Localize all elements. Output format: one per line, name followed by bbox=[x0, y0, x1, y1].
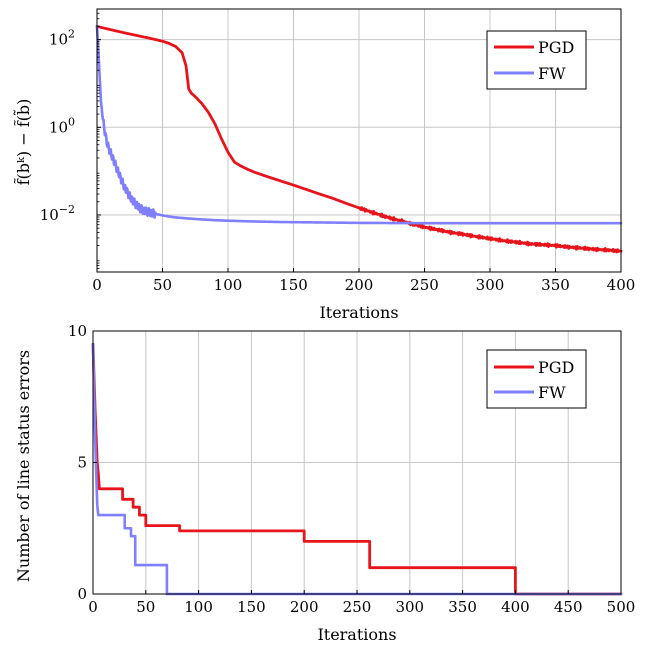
series-line-pgd bbox=[95, 25, 623, 254]
x-tick-label: 450 bbox=[554, 598, 583, 616]
x-tick-label: 100 bbox=[214, 276, 243, 294]
y-tick-label: 10 bbox=[68, 322, 87, 340]
bottom-chart-legend-box bbox=[486, 349, 587, 409]
y-tick-label: 100 bbox=[49, 115, 75, 136]
x-tick-label: 50 bbox=[153, 276, 172, 294]
x-tick-label: 300 bbox=[476, 276, 505, 294]
x-tick-label: 200 bbox=[290, 598, 319, 616]
bottom-chart-y-label: Number of line status errors bbox=[14, 350, 33, 582]
bottom-chart-legend: PGD FW bbox=[486, 349, 587, 409]
x-tick-label: 400 bbox=[501, 598, 530, 616]
x-tick-label: 350 bbox=[541, 276, 570, 294]
x-tick-label: 250 bbox=[410, 276, 439, 294]
top-chart-y-ticks: 102 100 10−2 bbox=[40, 8, 101, 273]
top-chart: 0 50 100 150 200 250 300 350 400 102 100 10−2 Iter… bbox=[13, 8, 635, 322]
x-tick-label: 0 bbox=[88, 598, 98, 616]
top-chart-legend-box bbox=[486, 30, 587, 90]
top-chart-legend-fw-label: FW bbox=[538, 64, 566, 83]
x-tick-label: 50 bbox=[136, 598, 155, 616]
series-line-fw bbox=[91, 342, 623, 596]
top-chart-y-label: f̃(bᵏ) − f̃(b̃) bbox=[13, 99, 33, 186]
top-chart-x-label: Iterations bbox=[319, 303, 398, 322]
bottom-chart-series bbox=[91, 342, 623, 596]
bottom-chart-legend-pgd-label: PGD bbox=[538, 358, 574, 377]
top-chart-legend: PGD FW bbox=[486, 30, 587, 90]
bottom-chart: 0 50 100 150 200 250 300 350 400 450 500 0 5 10 Iter… bbox=[14, 322, 635, 644]
top-chart-legend-pgd-label: PGD bbox=[538, 38, 574, 57]
x-tick-label: 0 bbox=[92, 276, 102, 294]
top-chart-x-ticks: 0 50 100 150 200 250 300 350 400 bbox=[92, 268, 635, 294]
x-tick-label: 400 bbox=[607, 276, 636, 294]
series-line-fw bbox=[95, 25, 623, 225]
x-tick-label: 300 bbox=[395, 598, 424, 616]
bottom-chart-legend-fw-label: FW bbox=[538, 383, 566, 402]
y-tick-label: 102 bbox=[49, 28, 75, 49]
x-tick-label: 100 bbox=[184, 598, 213, 616]
bottom-chart-x-ticks: 0 50 100 150 200 250 300 350 400 450 500 bbox=[88, 590, 635, 616]
bottom-chart-x-label: Iterations bbox=[317, 625, 396, 644]
x-tick-label: 150 bbox=[237, 598, 266, 616]
x-tick-label: 200 bbox=[345, 276, 374, 294]
y-tick-label: 0 bbox=[77, 585, 87, 603]
x-tick-label: 250 bbox=[343, 598, 372, 616]
top-chart-series bbox=[95, 25, 623, 254]
y-tick-label: 10−2 bbox=[40, 203, 75, 224]
x-tick-label: 500 bbox=[607, 598, 636, 616]
series-line-pgd bbox=[91, 342, 623, 596]
bottom-chart-y-ticks: 0 5 10 bbox=[68, 322, 97, 603]
x-tick-label: 150 bbox=[279, 276, 308, 294]
y-tick-label: 5 bbox=[77, 454, 87, 472]
x-tick-label: 350 bbox=[448, 598, 477, 616]
